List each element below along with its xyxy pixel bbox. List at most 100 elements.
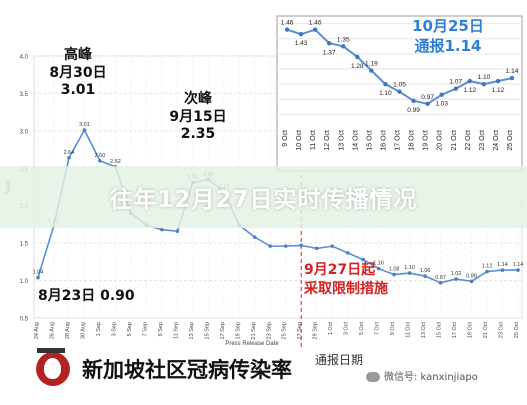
main-data-point bbox=[67, 156, 71, 160]
main-data-label: 2.52 bbox=[110, 159, 121, 165]
logo-face bbox=[44, 358, 61, 379]
second-peak-date: 9月15日 bbox=[169, 108, 227, 125]
banner-title: 往年12月27日实时传播情况 bbox=[109, 187, 418, 213]
x-tick-label: 21 Oct bbox=[483, 322, 489, 339]
inset-data-label: 1.12 bbox=[492, 87, 505, 94]
main-data-label: 1.14 bbox=[497, 262, 508, 268]
x-tick-label: 24 Aug bbox=[34, 322, 40, 339]
measures-text: 采取限制措施 bbox=[304, 280, 388, 297]
main-data-label: 1.04 bbox=[33, 270, 44, 276]
main-data-point bbox=[283, 244, 288, 248]
inset-data-label: 1.05 bbox=[393, 82, 406, 89]
x-tick-label: 17 Oct bbox=[452, 322, 458, 339]
inset-data-label: 1.35 bbox=[337, 36, 350, 43]
main-data-label: 0.99 bbox=[466, 273, 477, 279]
wechat-watermark: 微信号: kanxinjiapo bbox=[366, 368, 478, 383]
footer-title: 新加坡社区冠病传染率 bbox=[82, 358, 292, 382]
main-data-point bbox=[454, 277, 458, 281]
logo-tag bbox=[37, 348, 65, 353]
x-tick-label: 1 Sep bbox=[96, 322, 102, 336]
inset-data-point bbox=[509, 75, 515, 81]
x-tick-label: 3 Oct bbox=[344, 322, 350, 336]
inset-data-point bbox=[481, 81, 487, 87]
inset-data-point bbox=[298, 31, 304, 37]
inset-data-point bbox=[453, 86, 458, 91]
inset-x-tick-label: 15 Oct bbox=[366, 130, 373, 151]
x-tick-label: 15 Sep bbox=[204, 322, 210, 339]
inset-x-tick-label: 17 Oct bbox=[395, 130, 402, 151]
main-data-point bbox=[407, 271, 412, 275]
inset-x-tick-label: 23 Oct bbox=[479, 130, 486, 151]
main-data-label: 3.01 bbox=[79, 122, 90, 128]
inset-x-tick-label: 10 Oct bbox=[296, 130, 303, 151]
y-tick-label: 0.5 bbox=[20, 317, 29, 323]
inset-x-tick-label: 14 Oct bbox=[352, 130, 359, 151]
inset-data-point bbox=[425, 101, 430, 107]
main-data-label: 2.60 bbox=[95, 153, 106, 159]
second-peak-title: 次峰 bbox=[184, 91, 212, 107]
inset-x-tick-label: 9 Oct bbox=[282, 130, 289, 147]
inset-date: 10月25日 bbox=[412, 17, 484, 35]
inset-data-label: 1.43 bbox=[295, 40, 308, 47]
main-data-point bbox=[268, 244, 273, 248]
main-data-label: 1.12 bbox=[482, 264, 493, 270]
inset-data-label: 1.14 bbox=[506, 68, 519, 75]
x-tick-label: 5 Oct bbox=[359, 322, 365, 336]
main-data-label: 1.10 bbox=[404, 265, 415, 271]
inset-x-tick-label: 12 Oct bbox=[324, 130, 331, 151]
main-data-point bbox=[469, 279, 474, 284]
main-data-point bbox=[438, 281, 443, 285]
inset-data-label: 1.07 bbox=[449, 79, 462, 86]
y-tick-label: 4.0 bbox=[20, 55, 29, 61]
main-data-point bbox=[299, 243, 304, 248]
inset-annotation: 10月25日 通报1.14 bbox=[398, 17, 498, 55]
x-tick-label: 25 Oct bbox=[514, 322, 520, 339]
measures-annotation: 9月27日起 采取限制措施 bbox=[304, 263, 388, 296]
main-data-point bbox=[345, 251, 350, 255]
main-data-point bbox=[314, 246, 319, 251]
inset-data-label: 1.10 bbox=[478, 74, 491, 81]
main-data-label: 1.14 bbox=[513, 262, 524, 268]
x-tick-label: 26 Aug bbox=[49, 322, 55, 339]
main-data-point bbox=[160, 227, 164, 232]
x-tick-label: 23 Sep bbox=[266, 322, 272, 339]
footer-bar: 新加坡社区冠病传染率 通报日期 微信号: kanxinjiapo bbox=[30, 346, 525, 392]
main-data-point bbox=[485, 269, 489, 274]
inset-x-tick-label: 25 Oct bbox=[507, 130, 514, 151]
main-data-point bbox=[98, 159, 102, 163]
main-data-point bbox=[175, 229, 180, 233]
inset-data-point bbox=[312, 27, 318, 32]
x-tick-label: 19 Oct bbox=[468, 322, 474, 339]
inset-data-label: 1.46 bbox=[281, 20, 294, 27]
main-data-label: 2.64 bbox=[64, 150, 75, 156]
main-data-point bbox=[252, 235, 257, 239]
y-tick-label: 3.0 bbox=[20, 129, 29, 135]
inset-data-point bbox=[439, 92, 444, 97]
main-data-point bbox=[392, 272, 396, 277]
inset-x-tick-label: 20 Oct bbox=[437, 130, 444, 151]
inset-data-label: 1.28 bbox=[351, 63, 364, 70]
x-tick-label: 3 Sep bbox=[111, 322, 117, 336]
inset-data-point bbox=[326, 41, 332, 46]
y-tick-label: 3.5 bbox=[20, 92, 29, 98]
inset-data-label: 1.10 bbox=[379, 90, 392, 97]
x-tick-label: 7 Oct bbox=[375, 322, 381, 336]
x-tick-label: 25 Sep bbox=[282, 322, 288, 339]
second-peak-annotation: 次峰 9月15日 2.35 bbox=[158, 92, 238, 142]
inset-data-point bbox=[411, 98, 416, 104]
inset-data-label: 0.99 bbox=[407, 107, 420, 114]
inset-data-label: 0.97 bbox=[421, 94, 434, 101]
x-tick-label: 21 Sep bbox=[251, 322, 257, 339]
x-tick-label: 1 Oct bbox=[328, 322, 334, 336]
x-tick-label: 11 Sep bbox=[173, 322, 179, 339]
main-data-point bbox=[516, 268, 520, 272]
x-tick-label: 9 Sep bbox=[158, 322, 164, 336]
wechat-id: 微信号: kanxinjiapo bbox=[384, 372, 478, 383]
brand-logo-icon bbox=[36, 348, 70, 386]
main-data-label: 1.16 bbox=[373, 261, 384, 267]
x-tick-label: 23 Oct bbox=[499, 322, 505, 339]
x-tick-label: 27 Sep bbox=[297, 322, 303, 339]
peak-date: 8月30日 bbox=[49, 64, 107, 81]
inset-x-tick-label: 21 Oct bbox=[451, 130, 458, 151]
